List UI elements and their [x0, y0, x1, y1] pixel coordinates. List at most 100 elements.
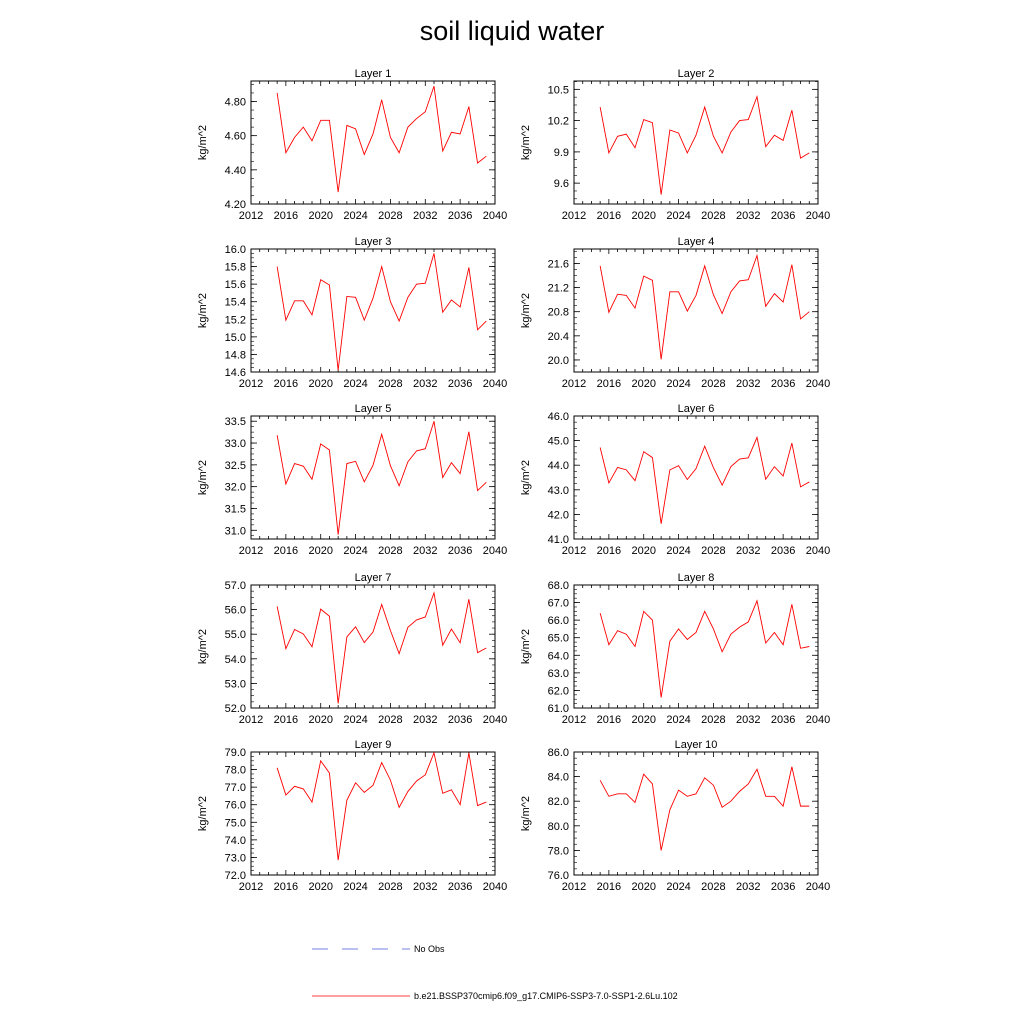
series-line-layer-9	[276, 751, 487, 861]
x-tick-label: 2032	[413, 378, 437, 390]
x-tick-label: 2024	[343, 881, 367, 893]
plot-frame	[250, 80, 496, 205]
x-tick-label: 2016	[597, 881, 621, 893]
panel-title: Layer 7	[355, 572, 392, 584]
x-tick-label: 2020	[308, 545, 332, 557]
x-tick-label: 2024	[666, 881, 690, 893]
y-tick-label: 41.0	[548, 534, 569, 546]
x-tick-label: 2036	[448, 714, 472, 726]
y-tick-label: 15.4	[225, 297, 246, 309]
y-tick-label: 67.0	[548, 598, 569, 610]
y-tick-label: 10.5	[548, 84, 569, 96]
x-tick-label: 2020	[308, 714, 332, 726]
y-tick-label: 61.0	[548, 703, 569, 715]
y-axis-label: kg/m^2	[197, 125, 209, 160]
panel-layer-9: Layer 9 kg/m^2 2012 2016 2020 2024 2028 2032 203…	[197, 739, 507, 893]
y-tick-label: 74.0	[225, 835, 246, 847]
x-tick-label: 2032	[413, 881, 437, 893]
y-tick-label: 14.6	[225, 367, 246, 379]
x-tick-label: 2032	[413, 210, 437, 222]
plot-frame	[250, 584, 496, 709]
y-tick-label: 78.0	[225, 765, 246, 777]
y-axis-label: kg/m^2	[520, 796, 532, 831]
y-tick-label: 68.0	[548, 580, 569, 592]
panel-layer-6: Layer 6 kg/m^2 2012 2016 2020 2024 2028 2032 203…	[520, 403, 830, 557]
x-tick-label: 2012	[562, 545, 586, 557]
x-tick-label: 2040	[483, 714, 507, 726]
series-line-layer-8	[599, 599, 810, 698]
y-tick-label: 52.0	[225, 703, 246, 715]
x-tick-label: 2012	[239, 378, 263, 390]
y-axis-label: kg/m^2	[520, 460, 532, 495]
x-tick-label: 2020	[308, 881, 332, 893]
x-tick-label: 2036	[448, 545, 472, 557]
y-tick-label: 77.0	[225, 782, 246, 794]
y-tick-label: 57.0	[225, 580, 246, 592]
panel-layer-1: Layer 1 kg/m^2 2012 2016 2020 2024 2028 2032 203…	[197, 68, 507, 222]
x-tick-label: 2032	[736, 210, 760, 222]
plot-frame	[573, 751, 819, 876]
plot-frame	[573, 80, 819, 205]
panel-layer-3: Layer 3 kg/m^2 2012 2016 2020 2024 2028 2032 203…	[197, 236, 507, 390]
series-line-layer-3	[276, 253, 487, 371]
x-tick-label: 2016	[274, 881, 298, 893]
x-tick-label: 2028	[701, 714, 725, 726]
panel-title: Layer 4	[678, 236, 715, 248]
plot-frame	[250, 415, 496, 540]
x-tick-label: 2024	[666, 714, 690, 726]
series-line-layer-7	[276, 591, 487, 704]
x-tick-label: 2028	[701, 881, 725, 893]
x-tick-label: 2016	[597, 378, 621, 390]
legend: No Obs b.e21.BSSP370cmip6.f09_g17.CMIP6-…	[312, 944, 678, 1001]
x-tick-label: 2028	[701, 210, 725, 222]
y-tick-label: 15.0	[225, 332, 246, 344]
series-line-layer-2	[599, 94, 810, 195]
y-axis-label: kg/m^2	[520, 125, 532, 160]
y-tick-label: 42.0	[548, 509, 569, 521]
y-tick-label: 21.2	[548, 283, 569, 295]
x-tick-label: 2040	[483, 378, 507, 390]
y-tick-label: 32.0	[225, 482, 246, 494]
x-tick-label: 2040	[483, 210, 507, 222]
panels: Layer 1 kg/m^2 2012 2016 2020 2024 2028 2032 203…	[197, 68, 830, 893]
y-tick-label: 56.0	[225, 605, 246, 617]
y-axis-label: kg/m^2	[197, 796, 209, 831]
x-tick-label: 2024	[666, 545, 690, 557]
x-tick-label: 2036	[771, 714, 795, 726]
y-tick-label: 43.0	[548, 485, 569, 497]
x-tick-label: 2024	[666, 378, 690, 390]
y-tick-label: 9.6	[554, 178, 569, 190]
x-tick-label: 2040	[806, 881, 830, 893]
x-tick-label: 2028	[701, 378, 725, 390]
y-tick-label: 53.0	[225, 678, 246, 690]
x-tick-label: 2036	[771, 881, 795, 893]
x-tick-label: 2028	[378, 714, 402, 726]
series-line-layer-1	[276, 85, 487, 193]
panel-layer-10: Layer 10 kg/m^2 2012 2016 2020 2024 2028 2032 20…	[520, 739, 830, 893]
x-tick-label: 2024	[343, 378, 367, 390]
x-tick-label: 2024	[343, 210, 367, 222]
x-tick-label: 2020	[631, 210, 655, 222]
y-tick-label: 20.8	[548, 307, 569, 319]
legend-label-model-run: b.e21.BSSP370cmip6.f09_g17.CMIP6-SSP3-7.…	[414, 991, 678, 1001]
panel-title: Layer 1	[355, 68, 392, 80]
x-tick-label: 2032	[736, 881, 760, 893]
x-tick-label: 2032	[413, 714, 437, 726]
y-tick-label: 80.0	[548, 821, 569, 833]
figure-title: soil liquid water	[420, 16, 605, 46]
x-tick-label: 2040	[806, 714, 830, 726]
x-tick-label: 2016	[597, 545, 621, 557]
panel-layer-8: Layer 8 kg/m^2 2012 2016 2020 2024 2028 2032 203…	[520, 572, 830, 726]
x-tick-label: 2016	[597, 210, 621, 222]
series-line-layer-10	[599, 766, 810, 851]
x-tick-label: 2028	[378, 378, 402, 390]
y-tick-label: 54.0	[225, 654, 246, 666]
x-tick-label: 2040	[483, 881, 507, 893]
panel-title: Layer 10	[675, 739, 718, 751]
x-tick-label: 2012	[239, 714, 263, 726]
y-tick-label: 21.6	[548, 258, 569, 270]
x-tick-label: 2032	[736, 545, 760, 557]
y-tick-label: 16.0	[225, 244, 246, 256]
y-tick-label: 44.0	[548, 460, 569, 472]
